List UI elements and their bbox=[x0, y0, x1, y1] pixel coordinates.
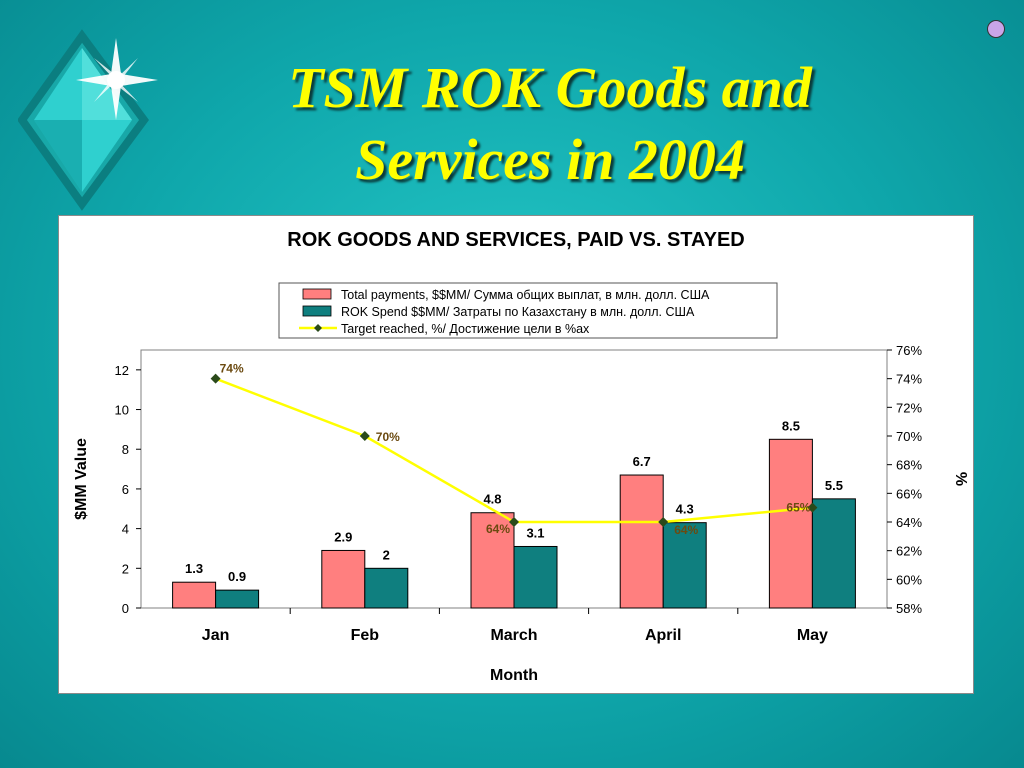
bar-data-label: 4.8 bbox=[483, 492, 501, 507]
target-point-march bbox=[509, 517, 519, 527]
y2-axis-tick-label: 68% bbox=[896, 458, 922, 473]
slide-title-line-2: Services in 2004 bbox=[355, 127, 745, 192]
bar-data-label: 5.5 bbox=[825, 478, 843, 493]
target-point-may bbox=[807, 502, 818, 513]
x-axis-tick-label: May bbox=[797, 627, 828, 644]
x-axis-tick-label: Feb bbox=[351, 627, 380, 644]
bar-1-march bbox=[470, 512, 515, 609]
y2-axis-tick-label: 74% bbox=[896, 372, 922, 387]
y-axis-tick-label: 10 bbox=[115, 403, 129, 418]
chart-title: ROK GOODS AND SERVICES, PAID VS. STAYED bbox=[287, 229, 745, 251]
y2-axis-tick-label: 62% bbox=[896, 544, 922, 559]
target-point-feb bbox=[359, 431, 370, 441]
y2-axis-tick-label: 76% bbox=[896, 343, 922, 358]
target-data-label: 64% bbox=[486, 522, 510, 536]
slide-title: TSM ROK Goods and Services in 2004 bbox=[150, 52, 950, 196]
target-point-april bbox=[658, 517, 669, 527]
bar-2-jan bbox=[215, 589, 260, 609]
y2-axis-tick-label: 60% bbox=[896, 572, 922, 587]
legend-marker-swatch bbox=[314, 324, 322, 332]
legend-swatch-2 bbox=[302, 305, 332, 317]
y-axis-label: $MM Value bbox=[73, 438, 90, 520]
bar-2-feb bbox=[364, 567, 409, 609]
chart-panel: ROK GOODS AND SERVICES, PAID VS. STAYED T… bbox=[58, 215, 974, 694]
y-axis-tick-label: 0 bbox=[122, 601, 129, 616]
bar-data-label: 2 bbox=[383, 547, 390, 562]
target-line bbox=[215, 377, 813, 524]
y-axis-tick-label: 2 bbox=[122, 561, 129, 576]
x-axis-tick-label: March bbox=[490, 627, 537, 644]
legend-entry-1: Total payments, $$MM/ Сумма общих выплат… bbox=[341, 288, 710, 302]
bar-data-label: 4.3 bbox=[676, 502, 694, 517]
bar-data-label: 3.1 bbox=[526, 525, 544, 540]
legend-entry-2: ROK Spend $$MM/ Затраты по Казахстану в … bbox=[341, 305, 695, 319]
y-axis-tick-label: 8 bbox=[122, 442, 129, 457]
bar-data-label: 1.3 bbox=[185, 561, 203, 576]
bar-2-may bbox=[811, 498, 856, 609]
x-axis-tick-label: Jan bbox=[202, 627, 230, 644]
bar-1-jan bbox=[172, 581, 217, 609]
target-data-label: 70% bbox=[376, 430, 400, 444]
diamond-star-logo-icon bbox=[18, 29, 158, 211]
target-point-jan bbox=[210, 373, 221, 384]
bar-1-feb bbox=[321, 549, 366, 609]
target-data-label: 64% bbox=[674, 523, 698, 537]
y-axis-tick-label: 12 bbox=[115, 363, 129, 378]
x-axis-tick-label: April bbox=[645, 627, 681, 644]
y2-axis-tick-label: 64% bbox=[896, 515, 922, 530]
slide-title-line-1: TSM ROK Goods and bbox=[288, 55, 812, 120]
bar-data-label: 6.7 bbox=[633, 454, 651, 469]
bar-2-april bbox=[662, 522, 707, 609]
target-data-label: 65% bbox=[786, 501, 810, 515]
bar-2-march bbox=[513, 545, 558, 609]
legend-swatch-1 bbox=[302, 288, 332, 300]
bar-1-april bbox=[619, 474, 664, 609]
y-axis-tick-label: 6 bbox=[122, 482, 129, 497]
chart-svg: ROK GOODS AND SERVICES, PAID VS. STAYED T… bbox=[73, 229, 969, 684]
y2-axis-tick-label: 58% bbox=[896, 601, 922, 616]
x-axis-label: Month bbox=[490, 667, 538, 684]
y2-axis-label: % bbox=[952, 472, 969, 486]
y2-axis-tick-label: 70% bbox=[896, 429, 922, 444]
legend-entry-3: Target reached, %/ Достижение цели в %ах bbox=[341, 322, 590, 336]
y2-axis-tick-label: 72% bbox=[896, 400, 922, 415]
bar-data-label: 0.9 bbox=[228, 569, 246, 584]
y2-axis-tick-label: 66% bbox=[896, 486, 922, 501]
bullet-dot-icon bbox=[987, 20, 1005, 38]
bar-data-label: 8.5 bbox=[782, 418, 800, 433]
bar-1-may bbox=[768, 438, 813, 609]
bar-data-label: 2.9 bbox=[334, 529, 352, 544]
legend-box bbox=[278, 282, 778, 339]
y-axis-tick-label: 4 bbox=[122, 522, 129, 537]
target-data-label: 74% bbox=[220, 362, 244, 376]
